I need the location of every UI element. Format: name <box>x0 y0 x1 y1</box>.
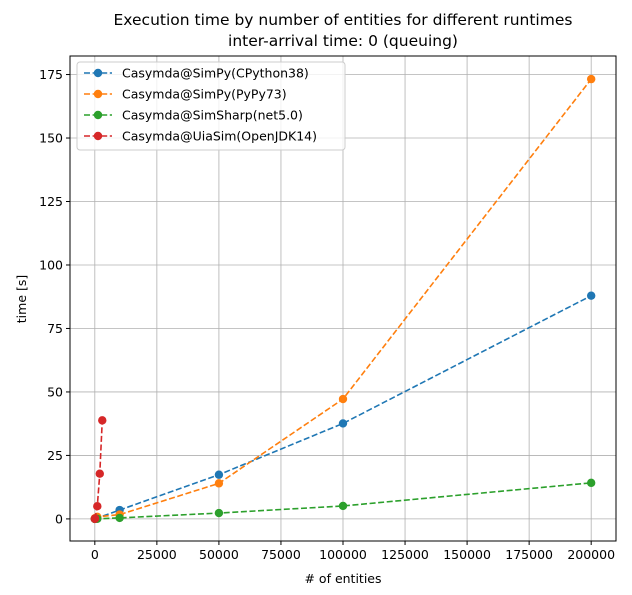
y-tick-label: 25 <box>47 448 63 463</box>
y-tick-label: 50 <box>47 384 63 399</box>
legend-label: Casymda@SimPy(CPython38) <box>122 66 309 81</box>
y-tick-label: 75 <box>47 321 63 336</box>
data-point <box>338 394 348 404</box>
data-point <box>214 508 224 518</box>
y-tick-label: 0 <box>55 511 63 526</box>
data-point <box>338 501 348 511</box>
x-tick-label: 75000 <box>261 547 301 562</box>
legend-marker <box>93 110 103 120</box>
legend-item: Casymda@UiaSim(OpenJDK14) <box>84 129 317 144</box>
data-point <box>95 469 104 478</box>
legend-marker <box>93 89 103 99</box>
x-tick-label: 150000 <box>443 547 491 562</box>
legend-label: Casymda@UiaSim(OpenJDK14) <box>122 129 317 144</box>
x-tick-label: 0 <box>91 547 99 562</box>
chart-subtitle: inter-arrival time: 0 (queuing) <box>228 32 458 50</box>
data-point <box>214 470 224 479</box>
data-point <box>93 502 102 511</box>
y-tick-label: 100 <box>39 257 63 272</box>
x-tick-label: 125000 <box>381 547 429 562</box>
legend-marker <box>93 131 103 141</box>
y-axis-label: time [s] <box>14 275 29 323</box>
plot-frame <box>69 55 617 542</box>
x-axis-label: # of entities <box>304 571 381 586</box>
y-tick-label: 125 <box>39 194 63 209</box>
x-tick-label: 50000 <box>199 547 239 562</box>
data-point <box>98 416 107 425</box>
legend-marker <box>93 68 103 78</box>
y-tick-label: 175 <box>39 67 63 82</box>
legend-box <box>76 61 346 151</box>
x-tick-label: 200000 <box>567 547 615 562</box>
legend-label: Casymda@SimSharp(net5.0) <box>122 108 303 123</box>
legend-item: Casymda@SimPy(PyPy73) <box>84 87 287 102</box>
legend: Casymda@SimPy(CPython38) Casymda@SimPy(Py… <box>76 61 346 151</box>
x-tick-label: 175000 <box>505 547 553 562</box>
x-tick-label: 25000 <box>137 547 177 562</box>
axis-ticks: 0 25000 50000 75000 100000 125000 150000 175000… <box>39 67 615 562</box>
chart-title: Execution time by number of entities for… <box>114 11 573 29</box>
x-tick-label: 100000 <box>319 547 367 562</box>
legend-item: Casymda@SimSharp(net5.0) <box>84 108 303 123</box>
legend-item: Casymda@SimPy(CPython38) <box>84 66 309 81</box>
data-point <box>115 513 124 523</box>
legend-label: Casymda@SimPy(PyPy73) <box>122 87 287 102</box>
y-tick-label: 150 <box>39 131 63 146</box>
data-point <box>338 419 348 428</box>
data-point <box>90 514 100 523</box>
series-layer <box>90 74 596 524</box>
data-point <box>214 479 224 488</box>
series-4 <box>90 416 107 524</box>
data-point <box>586 74 596 84</box>
data-point <box>586 291 596 300</box>
data-point <box>586 478 596 488</box>
